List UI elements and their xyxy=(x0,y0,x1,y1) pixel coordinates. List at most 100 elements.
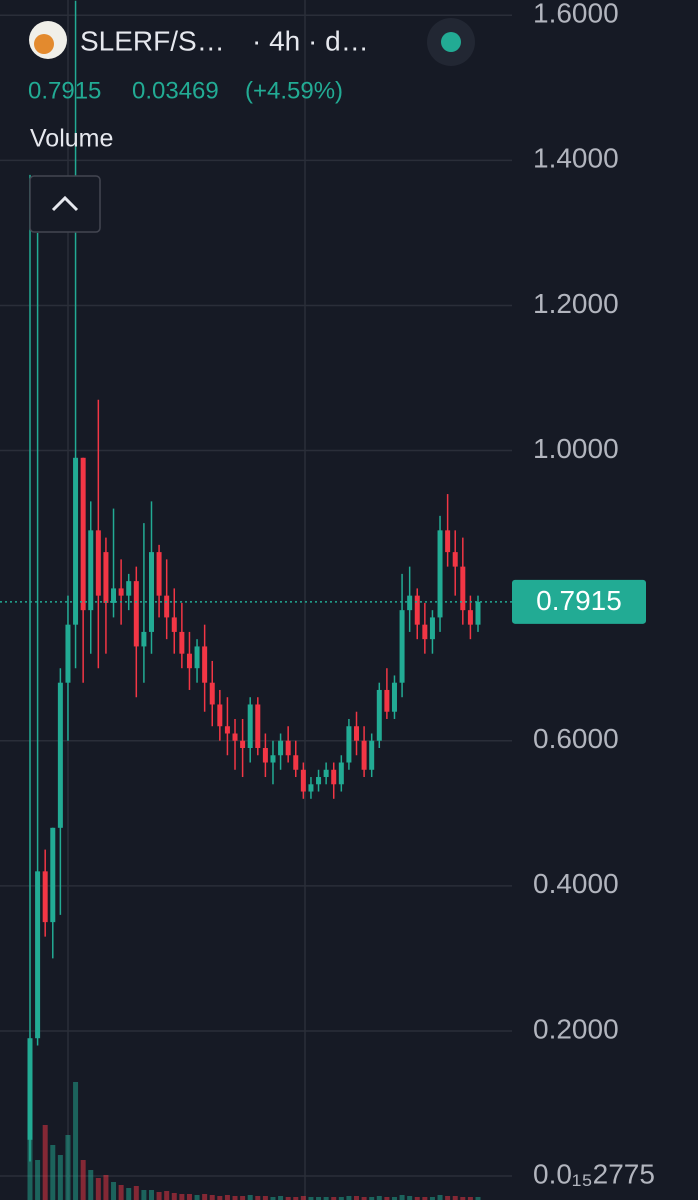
candle-body xyxy=(437,530,443,618)
candle-body xyxy=(346,726,352,763)
symbol[interactable]: SLERF/S… xyxy=(80,25,225,56)
candle-body xyxy=(118,588,124,596)
volume-bar xyxy=(278,1196,284,1200)
volume-bar xyxy=(354,1196,360,1200)
change-pct: (+4.59%) xyxy=(245,77,343,104)
volume-bar xyxy=(247,1195,253,1200)
candle-body xyxy=(376,689,382,741)
last-price-box xyxy=(512,579,646,624)
candle-body xyxy=(460,566,466,611)
candle-body xyxy=(293,755,299,770)
volume-bar xyxy=(475,1197,481,1200)
volume-bar xyxy=(95,1178,101,1200)
volume-bar xyxy=(118,1185,124,1200)
volume-bar xyxy=(186,1194,192,1200)
volume-bar xyxy=(65,1135,71,1200)
candle-body xyxy=(407,595,413,611)
volume-bar xyxy=(460,1197,466,1200)
volume-bar xyxy=(80,1160,86,1200)
candle-body xyxy=(475,601,481,625)
y-tick-label: 0.2000 xyxy=(533,1013,619,1044)
volume-bar xyxy=(73,1082,79,1200)
candle-body xyxy=(452,552,458,567)
candle-body xyxy=(179,631,185,654)
candle-body xyxy=(88,530,94,611)
candle-body xyxy=(57,682,63,828)
candle-body xyxy=(103,552,109,603)
volume-bar xyxy=(452,1196,458,1200)
volume-bar xyxy=(308,1197,314,1200)
volume-bar xyxy=(399,1195,405,1200)
status-dot xyxy=(441,32,461,52)
plot xyxy=(0,0,512,1200)
y-tick-label: 1.2000 xyxy=(533,288,619,319)
candle-body xyxy=(194,646,200,669)
candle-body xyxy=(369,740,375,770)
candle-body xyxy=(209,682,215,705)
candle-body xyxy=(445,530,451,553)
candle-body xyxy=(354,726,360,741)
volume-bar xyxy=(148,1190,154,1200)
candle-body xyxy=(384,689,390,712)
header: SLERF/S… · 4h · d… 0.7915 0.03469 (+4.59… xyxy=(28,18,475,233)
volume-bar xyxy=(179,1194,185,1200)
candle-body xyxy=(270,755,276,763)
candle-body xyxy=(126,581,132,596)
volume-bar xyxy=(42,1125,48,1200)
candle-body xyxy=(255,704,261,749)
candle-body xyxy=(399,610,405,683)
candle-body xyxy=(308,784,314,792)
y-tick-label: 0.4000 xyxy=(533,868,619,899)
volume-bar xyxy=(209,1195,215,1200)
volume-bar xyxy=(141,1190,147,1200)
volume-bar xyxy=(414,1197,420,1200)
volume-bar xyxy=(202,1194,208,1200)
volume-bar xyxy=(316,1197,322,1200)
candle-body xyxy=(164,595,170,618)
candle-body xyxy=(42,871,48,923)
chevron xyxy=(51,195,79,212)
volume-bar xyxy=(88,1170,94,1200)
volume-bar xyxy=(255,1196,261,1200)
candle-body xyxy=(202,646,208,683)
collapse-button[interactable] xyxy=(29,175,101,233)
volume-bar xyxy=(376,1196,382,1200)
candle-body xyxy=(240,740,246,749)
volume-bar xyxy=(467,1197,473,1200)
y-tick-label: 1.4000 xyxy=(533,143,619,174)
candle-body xyxy=(429,617,435,640)
y-tick-label: 1.0000 xyxy=(533,433,619,464)
volume-bar xyxy=(232,1196,238,1200)
volume-bar xyxy=(346,1196,352,1200)
volume-bar xyxy=(300,1196,306,1200)
candle-body xyxy=(285,740,291,756)
volume-bar xyxy=(285,1197,291,1200)
candle-body xyxy=(262,748,268,763)
volume-bar xyxy=(384,1197,390,1200)
volume-bar xyxy=(217,1196,223,1200)
volume-bar xyxy=(391,1197,397,1200)
candle-body xyxy=(316,777,322,785)
candle-body xyxy=(217,704,223,727)
volume-title: Volume xyxy=(30,125,113,153)
candle-body xyxy=(65,624,71,683)
volume-bar xyxy=(103,1175,109,1200)
candle-body xyxy=(73,457,79,625)
volume-bar xyxy=(361,1197,367,1200)
volume-bar xyxy=(445,1196,451,1200)
candle-body xyxy=(80,457,86,611)
candle-body xyxy=(232,733,238,741)
candle-body xyxy=(141,631,147,647)
volume-bar xyxy=(240,1196,246,1200)
volume-bar xyxy=(437,1195,443,1200)
candle-body xyxy=(95,530,101,596)
candle-body xyxy=(422,624,428,640)
volume-bar xyxy=(171,1193,177,1200)
candle-body xyxy=(171,617,177,632)
symbol-icon-face xyxy=(34,34,54,54)
interval[interactable]: · 4h · d… xyxy=(252,25,369,56)
volume-bar xyxy=(422,1197,428,1200)
y-tick-label: 0.6000 xyxy=(533,723,619,754)
y-tick-label: 0.0₁₅2775 xyxy=(533,1158,655,1189)
